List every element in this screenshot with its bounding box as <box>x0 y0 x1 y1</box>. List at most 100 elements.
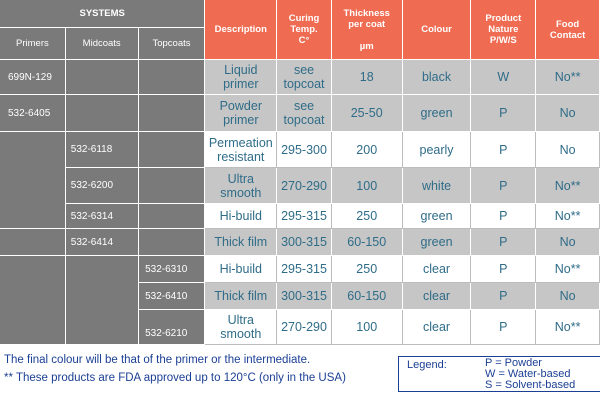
nature-cell: P <box>471 283 537 310</box>
curing-cell: 295-315 <box>277 204 332 229</box>
food-cell: No** <box>536 168 600 204</box>
thickness-cell: 60-150 <box>331 283 403 310</box>
topcoat-code: 532-6210 <box>138 310 206 345</box>
primer-code: 699N-129 <box>0 60 66 95</box>
description-header: Description <box>205 0 278 60</box>
midcoat-code: 532-6314 <box>65 204 139 229</box>
primer-cell <box>0 283 66 310</box>
primer-cell <box>0 168 66 204</box>
nature-cell: P <box>471 310 537 345</box>
table-row: 532-6410 Thick film 300-315 60-150 clear… <box>0 283 600 310</box>
description-cell: Permeation resistant <box>205 132 278 168</box>
topcoat-cell <box>138 204 206 229</box>
table-row: 532-6118 Permeation resistant 295-300 20… <box>0 132 600 168</box>
curing-cell: 300-315 <box>277 283 332 310</box>
legend-powder: P = Powder <box>485 357 542 369</box>
systems-header: SYSTEMS <box>0 0 206 28</box>
curing-cell: 270-290 <box>277 310 332 345</box>
nature-cell: P <box>471 256 537 283</box>
food-cell: No <box>536 132 600 168</box>
thickness-cell: 18 <box>331 60 403 95</box>
subheader-row: Primers Midcoats Topcoats <box>0 28 600 60</box>
food-cell: No** <box>536 256 600 283</box>
topcoat-code: 532-6410 <box>138 283 206 310</box>
table-row: 532-6405 Powder primer see topcoat 25-50… <box>0 95 600 132</box>
colour-cell: clear <box>402 256 472 283</box>
topcoat-cell <box>138 229 206 256</box>
midcoat-cell <box>65 95 139 132</box>
legend-water: W = Water-based <box>485 368 571 380</box>
description-cell: Hi-build <box>205 204 278 229</box>
thickness-cell: 100 <box>331 310 403 345</box>
primer-cell <box>0 132 66 168</box>
curing-cell: 300-315 <box>277 229 332 256</box>
colour-note: The final colour will be that of the pri… <box>4 354 311 366</box>
midcoat-cell <box>65 310 139 345</box>
description-cell: Ultra smooth <box>205 168 278 204</box>
thickness-cell: 25-50 <box>331 95 403 132</box>
nature-header: Product Nature P/W/S <box>471 0 537 60</box>
midcoat-code: 532-6200 <box>65 168 139 204</box>
description-cell: Thick film <box>205 283 278 310</box>
primer-cell <box>0 256 66 283</box>
table-row: 532-6200 Ultra smooth 270-290 100 white … <box>0 168 600 204</box>
midcoats-header: Midcoats <box>65 28 139 60</box>
description-cell: Liquid primer <box>205 60 278 95</box>
thickness-cell: 100 <box>331 168 403 204</box>
food-cell: No** <box>536 310 600 345</box>
midcoat-code: 532-6414 <box>65 229 139 256</box>
thickness-cell: 250 <box>331 256 403 283</box>
topcoat-cell <box>138 60 206 95</box>
colour-header: Colour <box>402 0 472 60</box>
nature-cell: P <box>471 204 537 229</box>
legend-title: Legend: <box>407 359 447 371</box>
topcoat-cell <box>138 168 206 204</box>
colour-cell: green <box>402 95 472 132</box>
curing-cell: 295-300 <box>277 132 332 168</box>
food-cell: No** <box>536 204 600 229</box>
primer-cell <box>0 229 66 256</box>
nature-cell: W <box>471 60 537 95</box>
table-row: 532-6314 Hi-build 295-315 250 green P No… <box>0 204 600 229</box>
food-cell: No** <box>536 60 600 95</box>
midcoat-cell <box>65 60 139 95</box>
food-cell: No <box>536 95 600 132</box>
curing-cell: 270-290 <box>277 168 332 204</box>
primer-cell <box>0 310 66 345</box>
systems-table: SYSTEMS Description Curing Temp. C° Thickn… <box>0 0 600 345</box>
primer-cell <box>0 204 66 229</box>
nature-cell: P <box>471 95 537 132</box>
description-cell: Hi-build <box>205 256 278 283</box>
curing-cell: see topcoat <box>277 95 332 132</box>
colour-cell: clear <box>402 283 472 310</box>
primer-code: 532-6405 <box>0 95 66 132</box>
colour-cell: black <box>402 60 472 95</box>
fda-note: ** These products are FDA approved up to… <box>4 372 346 384</box>
midcoat-code: 532-6118 <box>65 132 139 168</box>
topcoat-code: 532-6310 <box>138 256 206 283</box>
curing-cell: 295-315 <box>277 256 332 283</box>
colour-cell: green <box>402 229 472 256</box>
nature-cell: P <box>471 168 537 204</box>
table-row: 532-6310 Hi-build 295-315 250 clear P No… <box>0 256 600 283</box>
table-row: 699N-129 Liquid primer see topcoat 18 bl… <box>0 60 600 95</box>
curing-header: Curing Temp. C° <box>277 0 332 60</box>
legend-solvent: S = Solvent-based <box>485 379 576 391</box>
primers-header: Primers <box>0 28 66 60</box>
topcoats-header: Topcoats <box>138 28 206 60</box>
colour-cell: white <box>402 168 472 204</box>
midcoat-cell <box>65 256 139 283</box>
thickness-cell: 250 <box>331 204 403 229</box>
table-row: 532-6210 Ultra smooth 270-290 100 clear … <box>0 310 600 345</box>
midcoat-cell <box>65 283 139 310</box>
topcoat-cell <box>138 95 206 132</box>
colour-cell: green <box>402 204 472 229</box>
nature-cell: P <box>471 229 537 256</box>
description-cell: Thick film <box>205 229 278 256</box>
thickness-header: Thickness per coat µm <box>331 0 403 60</box>
description-cell: Ultra smooth <box>205 310 278 345</box>
colour-cell: pearly <box>402 132 472 168</box>
legend-box: Legend: P = Powder W = Water-based S = S… <box>398 356 600 392</box>
header-row: SYSTEMS Description Curing Temp. C° Thickn… <box>0 0 600 60</box>
topcoat-cell <box>138 132 206 168</box>
